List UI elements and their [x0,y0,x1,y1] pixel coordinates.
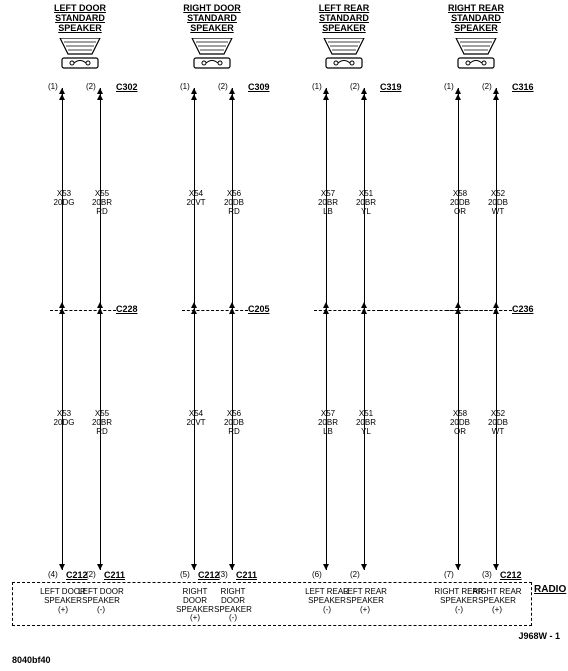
splice-line [314,310,380,311]
wire-arrow [361,94,367,100]
pin-number: (3) [218,570,228,579]
wire-label: X58 20DB OR [446,190,474,216]
pin-number: (2) [350,82,360,91]
wire [232,88,233,570]
pin-number: (3) [482,570,492,579]
speaker-group: RIGHT DOOR STANDARD SPEAKER [152,4,272,34]
pin-number: (1) [312,82,322,91]
connector-id: C302 [116,82,138,92]
wire-arrow [191,94,197,100]
speaker-group: LEFT REAR STANDARD SPEAKER [284,4,404,34]
speaker-group: RIGHT REAR STANDARD SPEAKER [416,4,536,34]
wire-label: X53 20DG [50,410,78,428]
splice-line [50,310,116,311]
wire [194,88,195,570]
pin-number: (2) [86,570,96,579]
connector-id: C211 [236,570,257,580]
wire-arrow [191,564,197,570]
wire-arrow [59,94,65,100]
wire-arrow [59,564,65,570]
wire [458,88,459,570]
wire-arrow [361,308,367,314]
wire [100,88,101,570]
pin-number: (1) [444,82,454,91]
wire-label: X54 20VT [182,410,210,428]
pin-number: (2) [218,82,228,91]
pin-number: (5) [180,570,190,579]
splice-line [380,310,512,311]
wire-label: X54 20VT [182,190,210,208]
connector-id: C212 [500,570,522,580]
wire [496,88,497,570]
wire-label: X57 20BR LB [314,190,342,216]
connector-id: C211 [104,570,125,580]
wire-label: X52 20DB WT [484,190,512,216]
wire-arrow [323,308,329,314]
wire-label: X55 20BR RD [88,190,116,216]
speaker-icon [188,38,236,70]
connector-id: C212 [198,570,220,580]
connector-id: C228 [116,304,138,314]
wire-label: X56 20DB RD [220,190,248,216]
wire-arrow [455,94,461,100]
connector-id: C212 [66,570,88,580]
wire [326,88,327,570]
speaker-title: RIGHT REAR STANDARD SPEAKER [416,4,536,34]
wire-label: X51 20BR YL [352,410,380,436]
pin-number: (2) [482,82,492,91]
connector-id: C316 [512,82,534,92]
speaker-icon [320,38,368,70]
wire-arrow [97,308,103,314]
wire-label: X58 20DB OR [446,410,474,436]
pin-number: (2) [350,570,360,579]
drawing-number: 8040bf40 [12,655,51,665]
wire-label: X57 20BR LB [314,410,342,436]
wire-arrow [229,564,235,570]
wire-arrow [191,308,197,314]
wire-arrow [229,94,235,100]
wire-label: X51 20BR YL [352,190,380,216]
splice-line [182,310,248,311]
wire-arrow [97,94,103,100]
speaker-title: RIGHT DOOR STANDARD SPEAKER [152,4,272,34]
connector-id: C319 [380,82,402,92]
wire-label: X53 20DG [50,190,78,208]
connector-id: C205 [248,304,270,314]
wire [62,88,63,570]
wire-arrow [59,308,65,314]
connector-id: C309 [248,82,270,92]
wiring-diagram: LEFT DOOR STANDARD SPEAKER C302 C228 (1) X53… [0,0,568,671]
radio-box [12,582,532,626]
pin-number: (1) [180,82,190,91]
speaker-icon [56,38,104,70]
wire-arrow [361,564,367,570]
sheet-id: J968W - 1 [518,631,560,641]
wire-arrow [323,94,329,100]
wire-arrow [229,308,235,314]
wire-label: X55 20BR RD [88,410,116,436]
pin-number: (4) [48,570,58,579]
wire-arrow [455,564,461,570]
pin-number: (1) [48,82,58,91]
connector-id: C236 [512,304,534,314]
wire-label: X52 20DB WT [484,410,512,436]
pin-number: (2) [86,82,96,91]
wire-label: X56 20DB RD [220,410,248,436]
speaker-title: LEFT REAR STANDARD SPEAKER [284,4,404,34]
speaker-title: LEFT DOOR STANDARD SPEAKER [20,4,140,34]
wire-arrow [455,308,461,314]
wire-arrow [323,564,329,570]
wire [364,88,365,570]
wire-arrow [97,564,103,570]
wire-arrow [493,94,499,100]
speaker-group: LEFT DOOR STANDARD SPEAKER [20,4,140,34]
wire-arrow [493,308,499,314]
pin-number: (7) [444,570,454,579]
wire-arrow [493,564,499,570]
pin-number: (6) [312,570,322,579]
speaker-icon [452,38,500,70]
radio-title: RADIO [534,584,566,595]
